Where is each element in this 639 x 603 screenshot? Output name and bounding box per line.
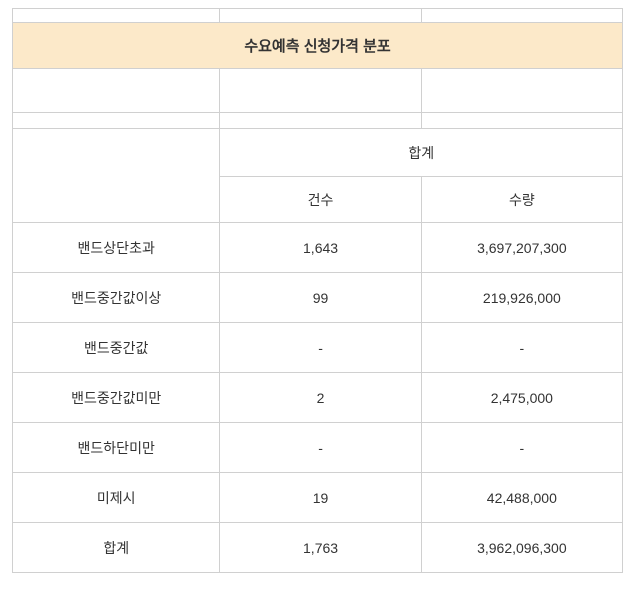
distribution-table: 수요예측 신청가격 분포 합계 건수 수량 밴드상단초과 bbox=[12, 8, 623, 573]
row-label: 밴드하단미만 bbox=[13, 423, 220, 473]
empty-cell bbox=[13, 69, 220, 113]
table-row: 밴드중간값 - - bbox=[13, 323, 623, 373]
title-row: 수요예측 신청가격 분포 bbox=[13, 23, 623, 69]
header-qty: 수량 bbox=[421, 177, 622, 223]
row-count: 1,643 bbox=[220, 223, 421, 273]
header-row-1: 합계 bbox=[13, 129, 623, 177]
row-qty: 3,697,207,300 bbox=[421, 223, 622, 273]
empty-row bbox=[13, 69, 623, 113]
small-empty-row bbox=[13, 113, 623, 129]
row-count: 99 bbox=[220, 273, 421, 323]
row-label: 합계 bbox=[13, 523, 220, 573]
empty-cell bbox=[13, 113, 220, 129]
table-container: 수요예측 신청가격 분포 합계 건수 수량 밴드상단초과 bbox=[12, 8, 623, 573]
row-label: 밴드중간값이상 bbox=[13, 273, 220, 323]
row-count: 2 bbox=[220, 373, 421, 423]
table-row: 밴드중간값이상 99 219,926,000 bbox=[13, 273, 623, 323]
row-qty: 2,475,000 bbox=[421, 373, 622, 423]
table-row: 밴드하단미만 - - bbox=[13, 423, 623, 473]
row-count: 19 bbox=[220, 473, 421, 523]
header-count: 건수 bbox=[220, 177, 421, 223]
empty-cell bbox=[421, 69, 622, 113]
row-qty: - bbox=[421, 323, 622, 373]
row-label: 밴드상단초과 bbox=[13, 223, 220, 273]
row-count: - bbox=[220, 423, 421, 473]
row-qty: - bbox=[421, 423, 622, 473]
row-label: 밴드중간값 bbox=[13, 323, 220, 373]
spacer-cell bbox=[421, 9, 622, 23]
top-spacer-row bbox=[13, 9, 623, 23]
spacer-cell bbox=[220, 9, 421, 23]
empty-cell bbox=[220, 69, 421, 113]
table-row: 밴드중간값미만 2 2,475,000 bbox=[13, 373, 623, 423]
header-total: 합계 bbox=[220, 129, 623, 177]
row-qty: 42,488,000 bbox=[421, 473, 622, 523]
row-label: 밴드중간값미만 bbox=[13, 373, 220, 423]
empty-cell bbox=[220, 113, 421, 129]
row-count: - bbox=[220, 323, 421, 373]
header-blank bbox=[13, 129, 220, 223]
table-title: 수요예측 신청가격 분포 bbox=[13, 23, 623, 69]
table-row: 미제시 19 42,488,000 bbox=[13, 473, 623, 523]
table-row: 밴드상단초과 1,643 3,697,207,300 bbox=[13, 223, 623, 273]
row-qty: 219,926,000 bbox=[421, 273, 622, 323]
empty-cell bbox=[421, 113, 622, 129]
table-row: 합계 1,763 3,962,096,300 bbox=[13, 523, 623, 573]
row-label: 미제시 bbox=[13, 473, 220, 523]
row-qty: 3,962,096,300 bbox=[421, 523, 622, 573]
spacer-cell bbox=[13, 9, 220, 23]
row-count: 1,763 bbox=[220, 523, 421, 573]
